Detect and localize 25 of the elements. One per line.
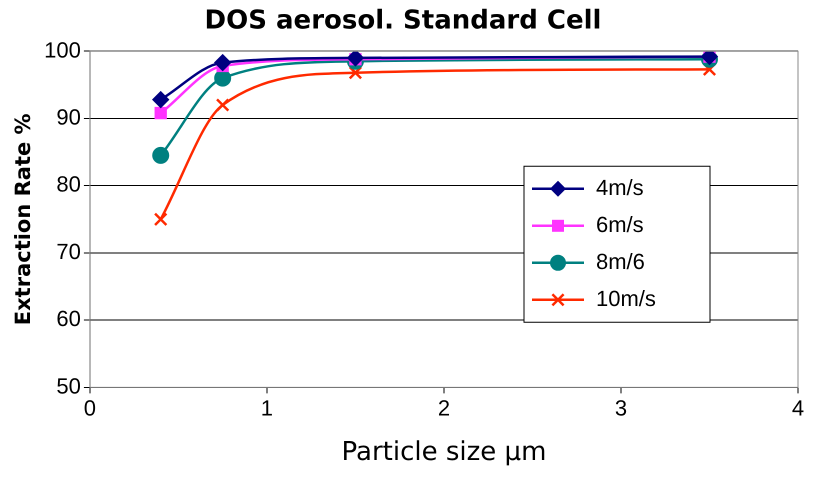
point	[154, 212, 168, 226]
x-axis-title: Particle size μm	[342, 437, 546, 468]
y-tick-label: 90	[56, 104, 81, 130]
legend-label: 6m/s	[596, 212, 644, 237]
x-tick-label: 0	[84, 396, 96, 421]
y-axis-title: Extraction Rate %	[11, 113, 36, 326]
chart-title: DOS aerosol. Standard Cell	[204, 5, 602, 36]
y-tick-label: 60	[56, 306, 81, 332]
y-tick-label: 50	[56, 373, 81, 398]
point	[214, 54, 232, 72]
legend-label: 4m/s	[596, 174, 644, 200]
legend-label: 8m/6	[596, 248, 645, 274]
y-tick-label: 100	[44, 37, 81, 62]
point	[152, 146, 170, 164]
point	[152, 91, 170, 108]
x-tick-label: 3	[614, 396, 628, 421]
x-tick-label: 1	[260, 396, 274, 421]
legend-label: 10m/s	[596, 286, 656, 311]
y-tick-label: 70	[56, 238, 81, 264]
point	[216, 98, 230, 112]
point	[348, 66, 362, 80]
x-tick-label: 2	[438, 396, 450, 421]
point	[154, 106, 167, 120]
y-tick-label: 80	[56, 172, 81, 197]
x-tick-label: 4	[792, 396, 804, 421]
